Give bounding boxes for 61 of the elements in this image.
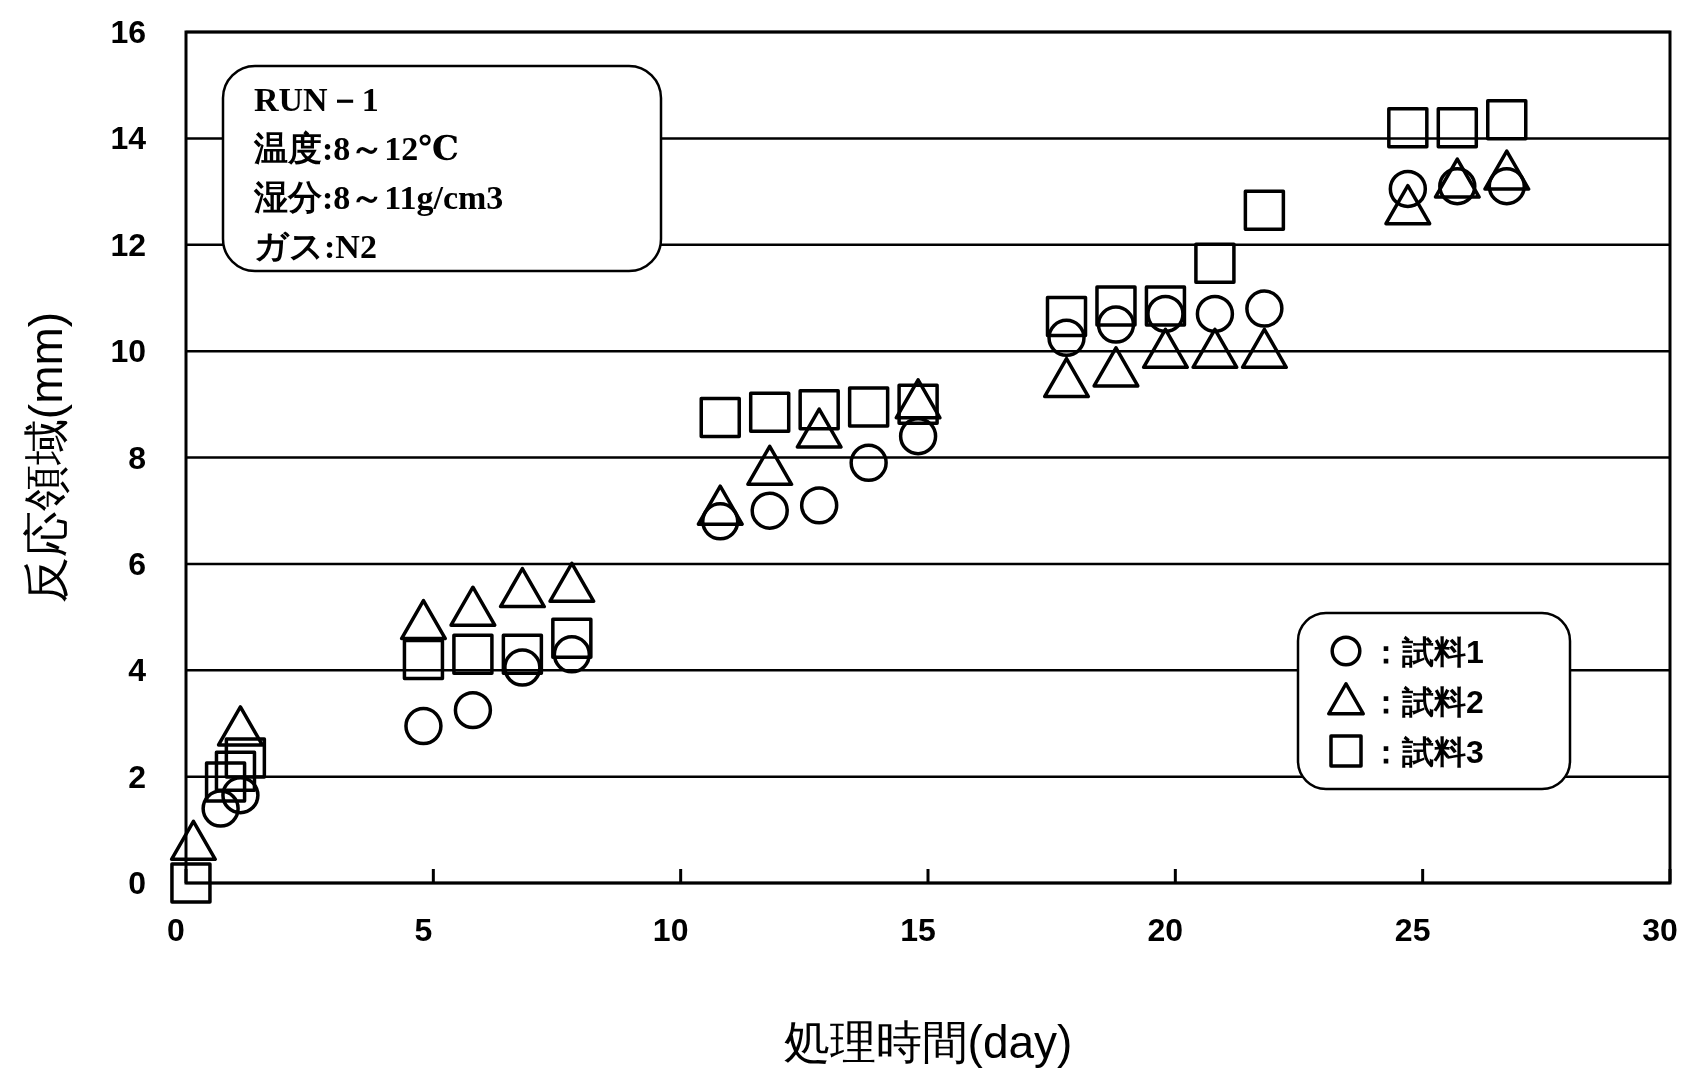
legend-label: ：試料3: [1370, 734, 1484, 770]
point: [503, 648, 542, 687]
annotation: RUN－1: [254, 81, 379, 118]
point: [798, 388, 840, 431]
point: [799, 486, 839, 525]
annotation: ガス:N2: [254, 228, 377, 265]
point: [1436, 106, 1479, 149]
point: [1047, 318, 1086, 358]
annotation: 湿分:8～11g/cm3: [253, 179, 504, 216]
point: [1095, 285, 1137, 327]
x-tick-label: 0: [167, 912, 185, 948]
point: [402, 638, 445, 681]
point: [452, 633, 494, 676]
point: [1146, 294, 1185, 334]
point: [404, 706, 443, 746]
y-tick-label: 8: [128, 439, 146, 476]
point: [552, 635, 592, 674]
point: [849, 443, 888, 483]
point: [224, 737, 267, 779]
y-tick-label: 0: [128, 865, 146, 901]
y-tick-label: 6: [128, 545, 146, 582]
x-tick-label: 25: [1394, 912, 1431, 948]
x-tick-label: 5: [414, 912, 433, 948]
y-tick-label: 14: [110, 120, 147, 157]
point: [551, 617, 593, 660]
annotation: 温度:8～12℃: [253, 130, 460, 167]
point: [750, 491, 789, 530]
point: [453, 690, 493, 730]
point: [221, 776, 260, 815]
point: [897, 383, 939, 426]
y-axis-title: 反応領域(mm): [20, 311, 72, 604]
point: [204, 761, 247, 803]
point: [1194, 242, 1236, 285]
x-tick-label: 20: [1147, 912, 1184, 948]
y-tick-label: 4: [128, 652, 147, 689]
legend-label: ：試料1: [1370, 634, 1484, 670]
point: [214, 750, 257, 793]
y-tick-label: 10: [110, 333, 146, 370]
point: [1387, 106, 1429, 149]
point: [1486, 99, 1528, 141]
y-tick-label: 2: [128, 758, 146, 795]
point: [699, 396, 741, 439]
point: [847, 386, 890, 428]
point: [1243, 189, 1286, 231]
point: [170, 862, 212, 904]
point: [1045, 295, 1088, 338]
point: [1096, 305, 1136, 344]
point: [1144, 285, 1187, 327]
y-tick-label: 12: [110, 226, 146, 263]
x-tick-label: 15: [900, 912, 936, 948]
point: [748, 391, 791, 434]
point: [201, 789, 240, 828]
point: [1195, 294, 1235, 334]
point: [501, 633, 544, 676]
point: [898, 417, 938, 456]
point: [1245, 289, 1284, 328]
legend-label: ：試料2: [1370, 684, 1484, 720]
x-tick-label: 10: [652, 912, 689, 948]
y-tick-label: 16: [110, 14, 146, 50]
x-axis-title: 処理時間(day): [783, 1016, 1073, 1068]
x-tick-label: 30: [1642, 912, 1678, 948]
